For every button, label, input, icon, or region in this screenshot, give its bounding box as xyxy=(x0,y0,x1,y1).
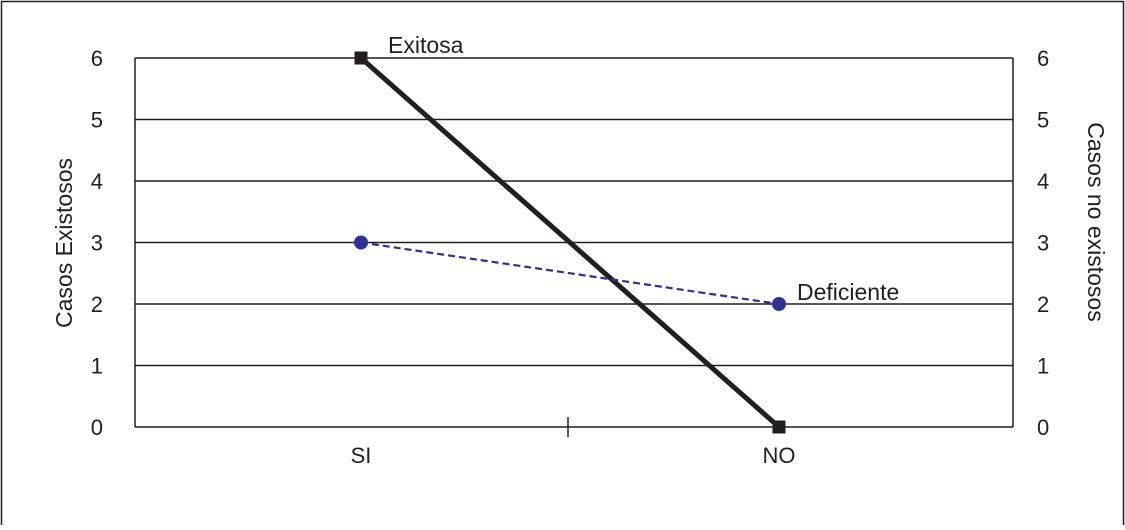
series-line-deficiente xyxy=(360,241,780,306)
y-axis-title-left: Casos Existosos xyxy=(51,158,77,328)
label-layer: 0 0 1 1 2 2 3 3 4 4 5 5 6 6 SI NO Exitosa Deficiente xyxy=(91,32,1050,468)
y-tick-label-right: 1 xyxy=(1037,354,1049,379)
series-label-exitosa: Exitosa xyxy=(388,32,464,58)
grid-layer xyxy=(135,57,1013,367)
y-tick-label-right: 6 xyxy=(1037,46,1049,71)
y-tick-label-left: 0 xyxy=(91,415,103,440)
axis-layer xyxy=(134,58,1014,437)
y-tick-label-right: 4 xyxy=(1037,169,1049,194)
y-tick-label-left: 5 xyxy=(91,108,103,133)
y-tick-label-left: 6 xyxy=(91,46,103,71)
y-tick-label-left: 3 xyxy=(91,231,103,256)
y-tick-label-right: 0 xyxy=(1037,415,1049,440)
data-point-exitosa xyxy=(354,51,368,65)
y-tick-label-left: 2 xyxy=(91,292,103,317)
y-tick-label-left: 1 xyxy=(91,354,103,379)
y-tick-label-left: 4 xyxy=(91,169,103,194)
y-tick-label-right: 5 xyxy=(1037,108,1049,133)
series-layer xyxy=(354,51,786,434)
y-axis-title-right: Casos no existosos xyxy=(1083,122,1109,321)
data-point-deficiente xyxy=(354,235,368,250)
data-point-deficiente xyxy=(772,297,786,311)
series-line-exitosa xyxy=(359,56,781,429)
y-tick-label-right: 2 xyxy=(1037,292,1049,317)
data-point-exitosa xyxy=(772,420,786,434)
x-tick-label: SI xyxy=(351,443,372,468)
y-tick-label-right: 3 xyxy=(1037,231,1049,256)
x-tick-label: NO xyxy=(763,443,796,468)
series-label-deficiente: Deficiente xyxy=(797,279,899,305)
